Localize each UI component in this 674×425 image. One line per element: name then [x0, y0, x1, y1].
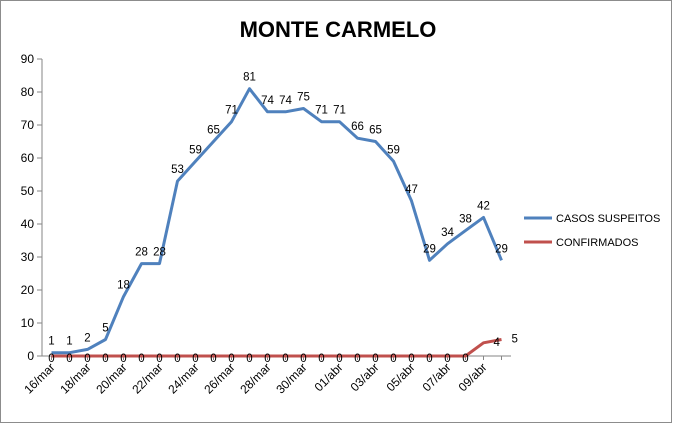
- x-tick-label: 22/mar: [129, 360, 165, 396]
- x-tick-label: 07/abr: [420, 360, 454, 394]
- data-label-1: 0: [444, 353, 450, 365]
- data-label-1: 5: [512, 334, 518, 346]
- y-axis: 0 10 20 30 40 50 60 70 80 90: [21, 52, 43, 363]
- y-tick-label: 0: [27, 349, 34, 363]
- data-label-0: 28: [135, 247, 148, 259]
- series-line-0: [51, 87, 503, 355]
- x-tick-label: 26/mar: [201, 360, 237, 396]
- y-tick-label: 80: [21, 85, 35, 99]
- data-label-1: 0: [462, 353, 468, 365]
- data-label-1: 0: [246, 353, 252, 365]
- data-label-0: 29: [495, 243, 508, 255]
- x-tick-label: 09/abr: [456, 360, 490, 394]
- data-label-0: 59: [189, 144, 202, 156]
- x-tick-label: 30/mar: [273, 360, 309, 396]
- legend: CASOS SUSPEITOS CONFIRMADOS: [524, 213, 660, 249]
- y-tick-label: 10: [21, 316, 35, 330]
- legend-label-1: CONFIRMADOS: [556, 237, 639, 249]
- data-label-1: 0: [84, 353, 90, 365]
- data-label-0: 75: [297, 92, 310, 104]
- data-label-0: 53: [171, 164, 184, 176]
- x-tick-label: 16/mar: [21, 360, 57, 396]
- data-label-0: 74: [261, 95, 274, 107]
- data-label-0: 42: [477, 200, 490, 212]
- x-tick-label: 18/mar: [57, 360, 93, 396]
- x-tick-label: 01/abr: [312, 360, 346, 394]
- data-label-1: 0: [174, 353, 180, 365]
- data-label-0: 71: [333, 105, 346, 117]
- data-label-1: 0: [48, 353, 54, 365]
- x-tick-label: 05/abr: [384, 360, 418, 394]
- data-label-0: 2: [84, 332, 90, 344]
- data-label-1: 0: [354, 353, 360, 365]
- data-label-1: 0: [318, 353, 324, 365]
- chart-title: MONTE CARMELO: [240, 17, 437, 42]
- data-label-0: 65: [207, 125, 220, 137]
- y-tick-label: 20: [21, 283, 35, 297]
- data-label-0: 34: [441, 227, 454, 239]
- data-label-0: 59: [387, 144, 400, 156]
- y-tick-label: 30: [21, 250, 35, 264]
- x-tick-label: 28/mar: [237, 360, 273, 396]
- data-label-0: 29: [423, 243, 436, 255]
- y-tick-label: 90: [21, 52, 35, 66]
- series-layer: [51, 87, 503, 358]
- x-tick-label: 20/mar: [93, 360, 129, 396]
- x-tick-label: 03/abr: [348, 360, 382, 394]
- data-label-1: 0: [264, 353, 270, 365]
- data-label-1: 0: [390, 353, 396, 365]
- data-label-1: 0: [336, 353, 342, 365]
- data-label-1: 0: [282, 353, 288, 365]
- data-label-0: 5: [102, 323, 108, 335]
- data-label-1: 0: [120, 353, 126, 365]
- data-label-0: 47: [405, 184, 418, 196]
- data-label-1: 0: [300, 353, 306, 365]
- data-label-1: 4: [494, 337, 501, 349]
- x-tick-label: 24/mar: [165, 360, 201, 396]
- data-label-0: 71: [225, 105, 238, 117]
- data-label-0: 1: [66, 336, 72, 348]
- data-label-0: 38: [459, 214, 472, 226]
- data-label-1: 0: [372, 353, 378, 365]
- data-label-1: 0: [228, 353, 234, 365]
- data-label-1: 0: [138, 353, 144, 365]
- data-label-0: 18: [117, 280, 130, 292]
- data-label-0: 74: [279, 95, 292, 107]
- data-label-1: 0: [156, 353, 162, 365]
- y-tick-label: 40: [21, 217, 35, 231]
- data-label-1: 0: [426, 353, 432, 365]
- y-tick-label: 70: [21, 118, 35, 132]
- data-label-0: 65: [369, 125, 382, 137]
- data-label-1: 0: [210, 353, 216, 365]
- series-line-1: [51, 338, 502, 358]
- data-label-1: 0: [66, 353, 72, 365]
- legend-label-0: CASOS SUSPEITOS: [556, 213, 660, 225]
- data-label-0: 66: [351, 121, 364, 133]
- data-label-0: 28: [153, 247, 166, 259]
- data-label-0: 81: [243, 72, 256, 84]
- data-label-0: 71: [315, 105, 328, 117]
- y-tick-label: 50: [21, 184, 35, 198]
- data-label-1: 0: [102, 353, 108, 365]
- data-label-1: 0: [192, 353, 198, 365]
- data-label-0: 1: [48, 336, 54, 348]
- data-label-1: 0: [408, 353, 414, 365]
- y-tick-label: 60: [21, 151, 35, 165]
